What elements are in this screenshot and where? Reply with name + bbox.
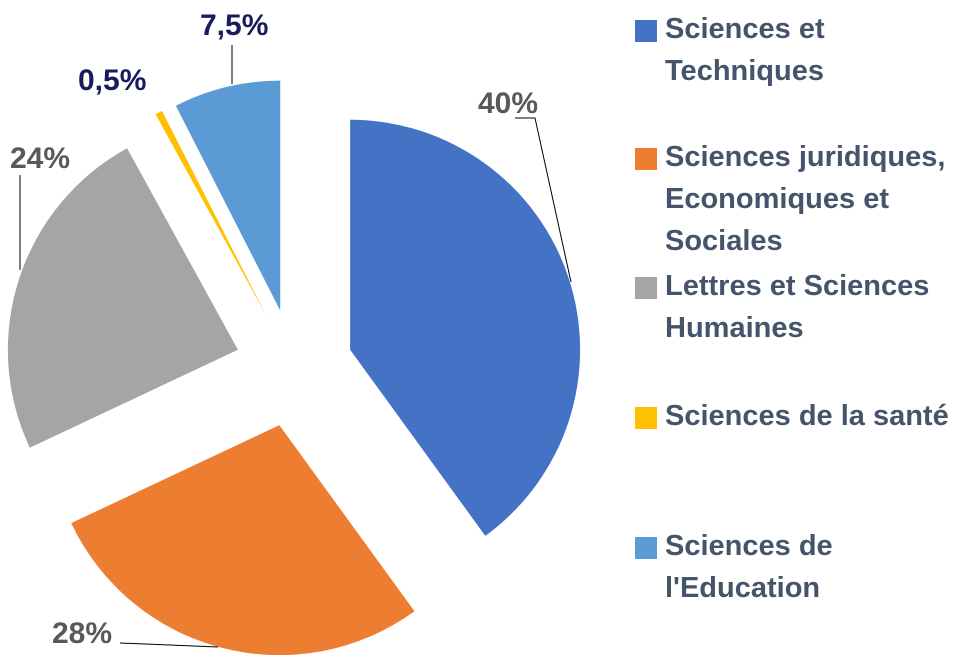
pie-slice bbox=[7, 148, 238, 448]
data-label: 28% bbox=[52, 617, 112, 650]
data-label: 24% bbox=[10, 142, 70, 175]
legend-label: Sciences de l'Education bbox=[665, 530, 833, 604]
legend-label: Sciences et Techniques bbox=[665, 13, 825, 87]
data-label: 0,5% bbox=[78, 64, 146, 97]
legend-label: Lettres et Sciences Humaines bbox=[665, 270, 930, 344]
legend-swatch bbox=[635, 148, 657, 170]
data-label: 7,5% bbox=[200, 9, 268, 42]
leader-line bbox=[515, 117, 572, 283]
legend-swatch bbox=[635, 537, 657, 559]
pie-slice bbox=[71, 425, 415, 655]
data-label: 40% bbox=[478, 87, 538, 120]
pie-slice bbox=[155, 110, 267, 316]
legend-label: Sciences juridiques, Economiques et Soci… bbox=[665, 141, 946, 257]
legend-swatch bbox=[635, 407, 657, 429]
legend-swatch bbox=[635, 20, 657, 42]
chart: 40% 28% 24% 0,5% 7,5% bbox=[7, 9, 581, 655]
pie-slice bbox=[350, 119, 581, 536]
legend-swatch bbox=[635, 277, 657, 299]
legend-label: Sciences de la santé bbox=[665, 400, 949, 432]
pie-slice bbox=[175, 80, 281, 311]
leader-line bbox=[119, 642, 219, 648]
